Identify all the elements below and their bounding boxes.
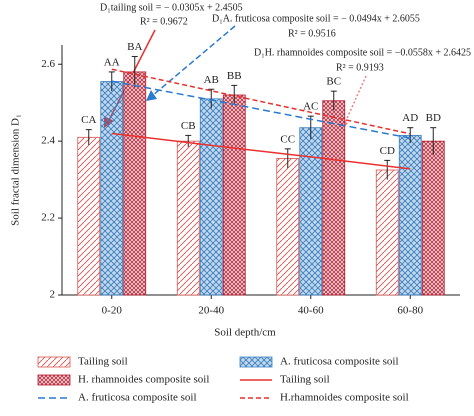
legend-swatch [37, 356, 71, 368]
trend-line [111, 68, 411, 135]
annotation-equation: D₁H. rhamnoides composite soil = −0.0558… [254, 47, 471, 58]
legend-label: H.rhamnoides composite soil [280, 392, 409, 404]
legend-label: Tailing soil [78, 356, 128, 368]
significance-label: AB [204, 74, 219, 86]
annotation-r2: R² = 0.9672 [140, 16, 188, 27]
arrow [151, 25, 236, 97]
x-tick-label: 0-20 [102, 305, 123, 317]
annotation-r2: R² = 0.9193 [336, 62, 384, 73]
error-bar [185, 134, 192, 147]
error-bar [231, 84, 238, 105]
significance-label: AD [402, 112, 418, 124]
bar [77, 136, 101, 296]
error-bar [430, 127, 437, 155]
bar [375, 169, 399, 296]
y-tick-label: 2.6 [41, 58, 55, 70]
bar [322, 100, 346, 296]
significance-label: BB [227, 70, 242, 82]
legend-label: A. fruticosa composite soil [78, 392, 197, 404]
error-bar [330, 90, 337, 111]
x-tick-label: 20-40 [198, 305, 224, 317]
legend-label: H. rhamnoides composite soil [78, 374, 209, 386]
error-bar [208, 88, 215, 109]
significance-label: CD [380, 145, 395, 157]
bar [199, 98, 223, 296]
bar [299, 127, 323, 296]
y-tick-label: 2.2 [41, 212, 55, 224]
bar [421, 140, 445, 296]
legend-swatch [37, 374, 71, 386]
bar [123, 71, 147, 296]
trend-line [111, 80, 411, 139]
x-tick-label: 40-60 [298, 305, 324, 317]
legend-label: A. fruticosa composite soil [280, 356, 399, 368]
error-bar [85, 129, 92, 145]
error-bar [384, 159, 391, 180]
bar [176, 140, 200, 296]
significance-label: BA [127, 41, 142, 53]
legend-swatch [239, 356, 273, 368]
error-bar [307, 115, 314, 140]
significance-label: BC [326, 76, 341, 88]
arrow-head [146, 90, 157, 101]
annotation-equation: D₁tailing soil = − 0.0305x + 2.4505 [100, 2, 243, 13]
annotation-r2: R² = 0.9516 [288, 28, 336, 39]
error-bar [407, 127, 414, 144]
bar [100, 81, 124, 296]
bar [222, 94, 246, 296]
y-axis-label: Soil fractal dimension D₁ [10, 114, 22, 226]
significance-label: AC [303, 101, 318, 113]
significance-label: BD [426, 112, 441, 124]
arrow [343, 75, 367, 126]
x-tick-label: 60-80 [397, 305, 423, 317]
y-tick-label: 2 [50, 289, 56, 301]
legend-label: Tailing soil [280, 374, 330, 386]
significance-label: CA [81, 114, 96, 126]
error-bar [131, 56, 138, 88]
bar [398, 134, 422, 296]
annotation-equation: D₁A. fruticosa composite soil = − 0.0494… [212, 13, 420, 24]
x-axis-label: Soil depth/cm [214, 327, 276, 339]
bar [276, 158, 300, 296]
trend-line [111, 132, 411, 170]
y-tick-label: 2.4 [41, 135, 55, 147]
significance-label: CC [280, 133, 295, 145]
error-bar [284, 148, 291, 169]
significance-label: CB [181, 120, 196, 132]
significance-label: AA [104, 56, 120, 68]
